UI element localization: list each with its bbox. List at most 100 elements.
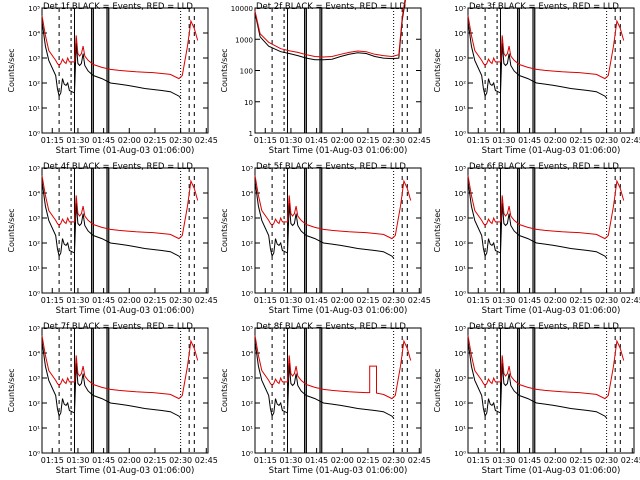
panel-title: Det 1f BLACK = Events, RED = LLD (43, 2, 193, 12)
y-axis-label: Counts/sec (220, 368, 229, 412)
x-axis-label: Start Time (01-Aug-03 01:06:00) (482, 306, 621, 316)
y-tick-label: 10³ (454, 55, 466, 63)
x-tick-label: 01:45 (518, 456, 541, 465)
x-tick-label: 02:15 (143, 296, 166, 305)
y-tick-label: 10² (454, 240, 466, 248)
events-series-line (254, 181, 394, 259)
panel-title: Det 2f BLACK = Events, RED = LLD (256, 2, 406, 12)
x-tick-label: 02:30 (382, 136, 405, 145)
y-tick-label: 10⁰ (454, 450, 466, 458)
x-tick-label: 02:45 (408, 136, 431, 145)
x-tick-label: 02:00 (118, 296, 141, 305)
panel-title: Det 7f BLACK = Events, RED = LLD (43, 322, 193, 332)
events-series-line (254, 0, 406, 61)
x-axis-label: Start Time (01-Aug-03 01:06:00) (269, 146, 408, 156)
y-tick-label: 10² (28, 80, 40, 88)
events-series-line (41, 181, 181, 259)
y-tick-label: 1000 (235, 36, 253, 44)
y-tick-label: 10⁴ (454, 30, 466, 38)
y-tick-label: 10¹ (28, 425, 40, 433)
x-axis-label: Start Time (01-Aug-03 01:06:00) (269, 466, 408, 476)
y-tick-label: 10⁵ (454, 5, 466, 13)
y-tick-label: 10⁰ (454, 130, 466, 138)
y-tick-label: 10⁵ (454, 165, 466, 173)
x-tick-label: 01:30 (66, 456, 89, 465)
y-tick-label: 10⁴ (241, 350, 253, 358)
x-tick-label: 01:15 (254, 136, 277, 145)
lld-series-line (467, 335, 625, 400)
y-axis-label: Counts/sec (433, 368, 442, 412)
panel-det-2: Det 2f BLACK = Events, RED = LLD 1 10 100 10… (220, 0, 431, 156)
x-tick-label: 01:15 (41, 456, 64, 465)
panel-title: Det 6f BLACK = Events, RED = LLD (469, 162, 619, 172)
x-tick-label: 02:45 (408, 456, 431, 465)
y-tick-label: 10² (241, 240, 253, 248)
y-axis-label: Counts/sec (7, 48, 16, 92)
y-tick-label: 10⁰ (454, 290, 466, 298)
x-axis-label: Start Time (01-Aug-03 01:06:00) (482, 146, 621, 156)
x-tick-label: 01:15 (41, 296, 64, 305)
y-tick-label: 10⁴ (454, 190, 466, 198)
y-axis-label: Counts/sec (7, 368, 16, 412)
y-tick-label: 10² (28, 400, 40, 408)
plot-frame (254, 167, 422, 294)
panel-det-8: Det 8f BLACK = Events, RED = LLD 10⁰ 10¹ 10… (220, 322, 431, 476)
y-tick-label: 10¹ (454, 105, 466, 113)
y-tick-label: 10³ (454, 215, 466, 223)
events-series-line (254, 341, 394, 419)
x-axis-label: Start Time (01-Aug-03 01:06:00) (56, 466, 195, 476)
x-axis-label: Start Time (01-Aug-03 01:06:00) (56, 306, 195, 316)
y-tick-label: 10⁰ (28, 450, 40, 458)
x-tick-label: 02:45 (621, 296, 640, 305)
panel-title: Det 3f BLACK = Events, RED = LLD (469, 2, 619, 12)
y-tick-label: 10⁴ (28, 30, 40, 38)
y-tick-label: 10⁴ (28, 190, 40, 198)
x-tick-label: 02:15 (569, 456, 592, 465)
x-tick-label: 01:15 (254, 296, 277, 305)
y-tick-label: 10¹ (241, 265, 253, 273)
y-tick-label: 10² (28, 240, 40, 248)
x-tick-label: 02:30 (382, 456, 405, 465)
panel-det-4: Det 4f BLACK = Events, RED = LLD 10⁰ 10¹ 10… (7, 162, 218, 316)
plot-frame (467, 167, 635, 294)
panel-det-3: Det 3f BLACK = Events, RED = LLD 10⁰ 10¹ 10… (433, 2, 640, 156)
x-tick-label: 01:30 (492, 456, 515, 465)
plot-frame (254, 7, 422, 134)
y-tick-label: 10³ (241, 375, 253, 383)
plot-frame (254, 327, 422, 454)
y-axis-label: Counts/sec (220, 48, 229, 92)
x-tick-label: 01:30 (279, 136, 302, 145)
x-tick-label: 01:45 (305, 296, 328, 305)
panel-title: Det 4f BLACK = Events, RED = LLD (43, 162, 193, 172)
events-series-line (41, 21, 181, 99)
y-tick-label: 10¹ (454, 425, 466, 433)
x-tick-label: 02:45 (408, 296, 431, 305)
x-tick-label: 02:45 (195, 136, 218, 145)
x-axis-label: Start Time (01-Aug-03 01:06:00) (56, 146, 195, 156)
x-tick-label: 01:15 (41, 136, 64, 145)
x-tick-label: 02:00 (331, 136, 354, 145)
panel-title: Det 8f BLACK = Events, RED = LLD (256, 322, 406, 332)
x-tick-label: 01:30 (66, 136, 89, 145)
y-tick-label: 10¹ (28, 265, 40, 273)
y-tick-label: 100 (240, 68, 253, 76)
x-tick-label: 02:15 (356, 136, 379, 145)
y-tick-label: 10² (241, 400, 253, 408)
x-tick-label: 02:15 (356, 296, 379, 305)
events-series-line (41, 341, 181, 419)
lld-series-line (467, 175, 625, 240)
x-tick-label: 02:30 (595, 296, 618, 305)
y-tick-label: 10⁴ (454, 350, 466, 358)
x-tick-label: 02:30 (169, 456, 192, 465)
x-tick-label: 02:00 (118, 456, 141, 465)
y-tick-label: 10⁰ (28, 130, 40, 138)
x-tick-label: 02:45 (195, 456, 218, 465)
y-axis-label: Counts/sec (7, 208, 16, 252)
panel-title: Det 9f BLACK = Events, RED = LLD (469, 322, 619, 332)
plot-frame (41, 7, 209, 134)
x-tick-label: 01:30 (492, 296, 515, 305)
x-tick-label: 01:15 (467, 136, 490, 145)
x-tick-label: 02:00 (544, 136, 567, 145)
y-tick-label: 10³ (28, 375, 40, 383)
panel-det-9: Det 9f BLACK = Events, RED = LLD 10⁰ 10¹ 10… (433, 322, 640, 476)
